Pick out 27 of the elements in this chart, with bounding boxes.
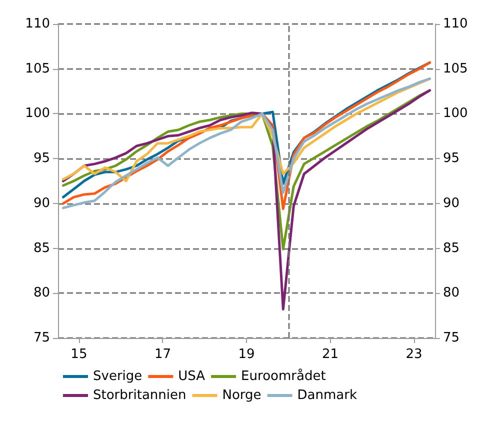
legend-label: USA bbox=[178, 369, 206, 384]
legend-label: Sverige bbox=[93, 369, 142, 384]
y-tick-label: 75 bbox=[33, 330, 50, 346]
y-tick-label: 85 bbox=[33, 240, 50, 256]
y-tick-label: 100 bbox=[25, 106, 50, 122]
legend-label: Danmark bbox=[297, 388, 358, 403]
legend-label: Norge bbox=[222, 388, 262, 403]
y2-tick-label: 85 bbox=[443, 240, 460, 256]
y-tick-label: 105 bbox=[25, 61, 50, 76]
y-tick-label: 90 bbox=[33, 196, 50, 211]
legend-label: Storbritannien bbox=[93, 388, 186, 403]
x-tick-label: 15 bbox=[70, 347, 88, 362]
y2-tick-label: 100 bbox=[443, 106, 468, 122]
y-tick-label: 80 bbox=[33, 286, 50, 301]
legend-label: Euroområdet bbox=[241, 368, 326, 384]
y-tick-label: 95 bbox=[33, 151, 50, 166]
y2-tick-label: 95 bbox=[443, 151, 460, 166]
y2-tick-label: 90 bbox=[443, 196, 460, 211]
y2-tick-label: 75 bbox=[443, 330, 460, 346]
y2-tick-label: 80 bbox=[443, 286, 460, 301]
y-tick-label: 110 bbox=[25, 16, 50, 32]
x-tick-label: 17 bbox=[154, 347, 171, 362]
y2-tick-label: 110 bbox=[443, 16, 468, 32]
x-tick-label: 19 bbox=[238, 347, 255, 362]
x-tick-label: 21 bbox=[322, 347, 339, 362]
x-tick-label: 23 bbox=[406, 347, 422, 362]
y2-tick-label: 105 bbox=[443, 61, 468, 76]
